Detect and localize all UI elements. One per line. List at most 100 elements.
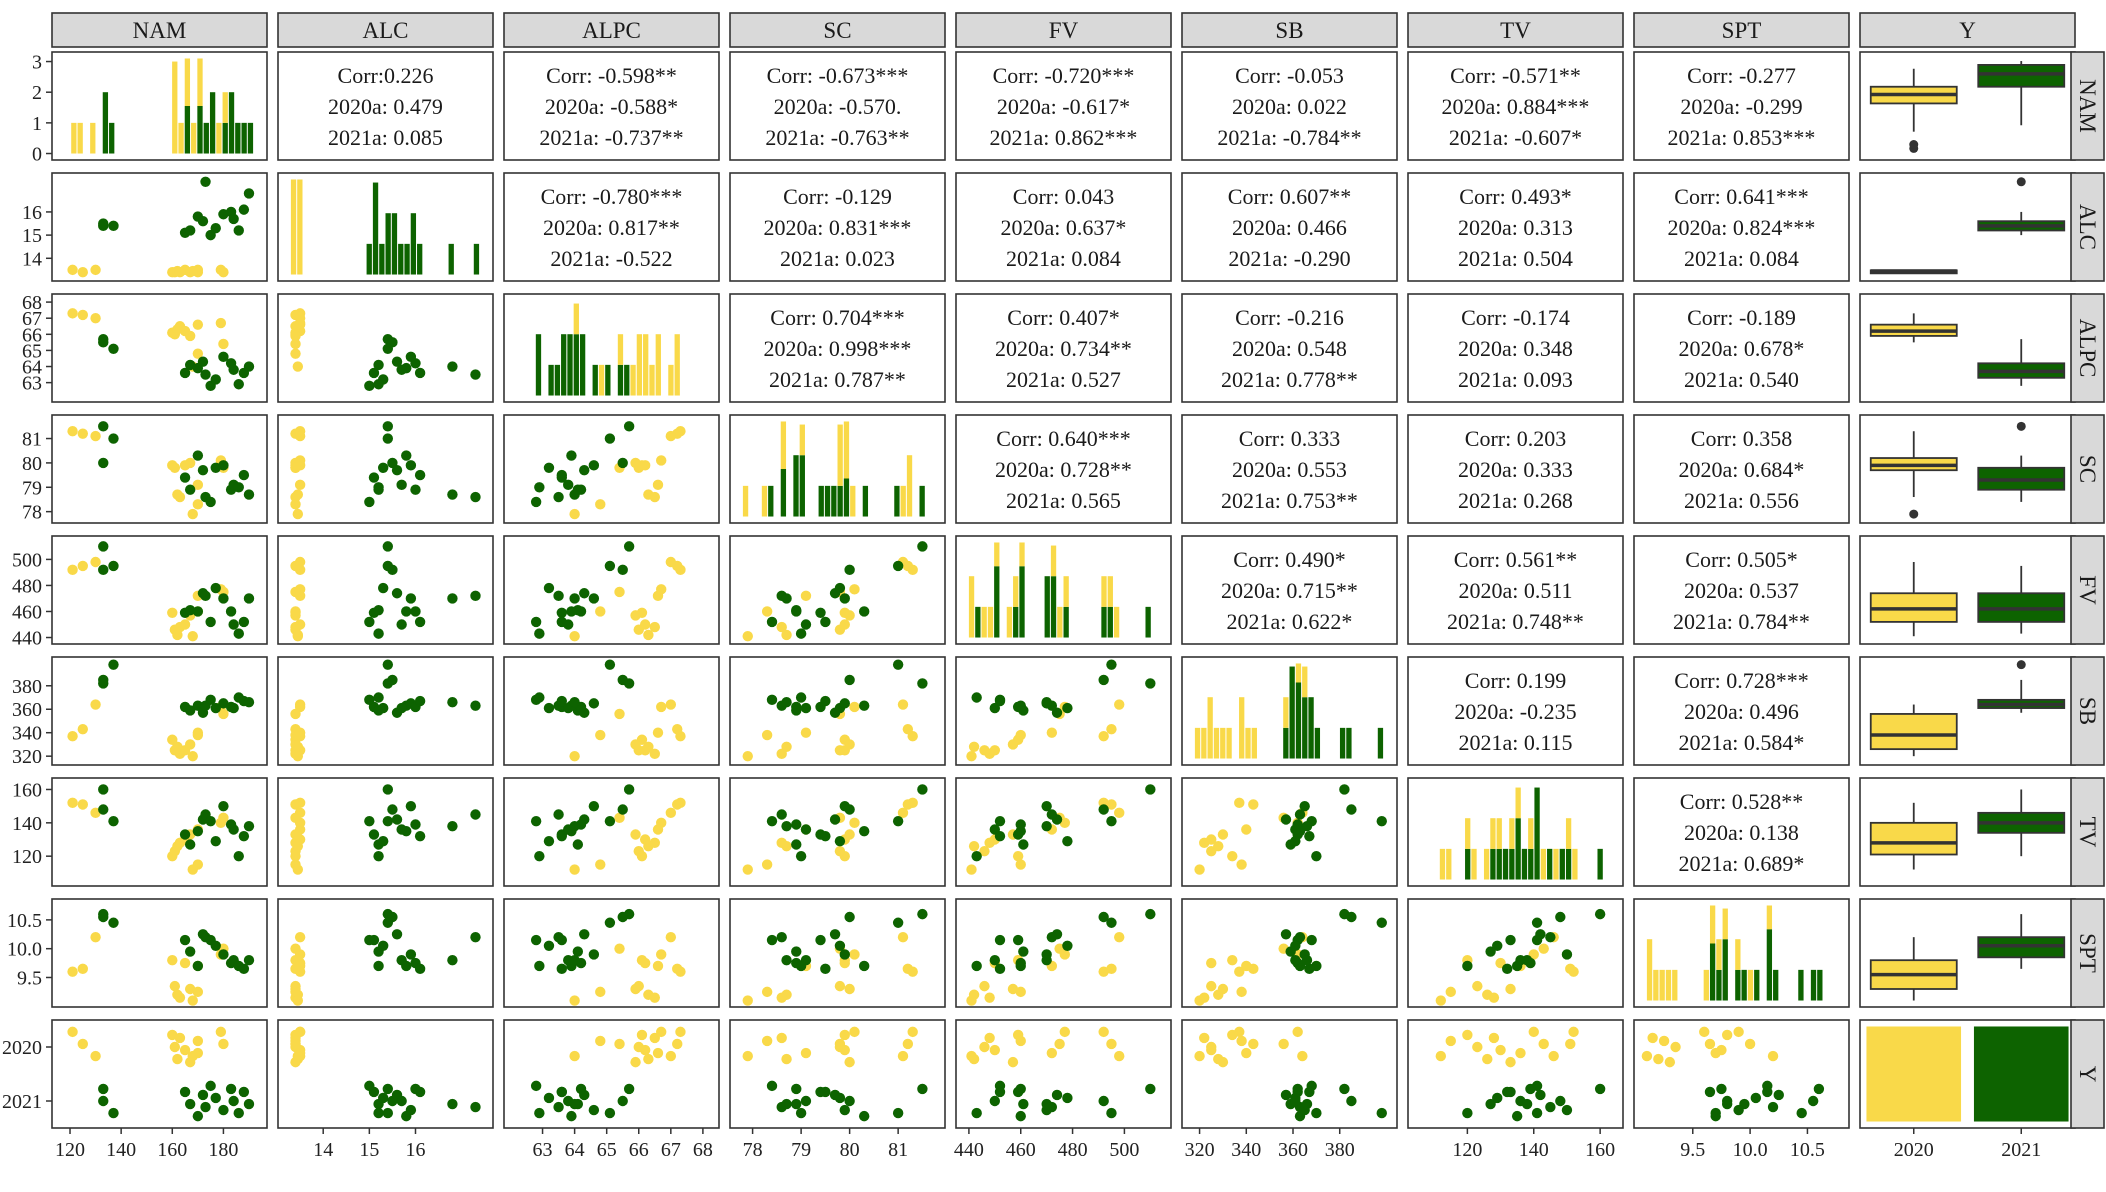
- scatter-point-TV-vs-FV: [1098, 804, 1109, 815]
- scatter-point-SC-vs-NAM: [233, 482, 244, 493]
- scatter-point-TV-vs-SB: [1227, 850, 1238, 862]
- scatter-point-FV-vs-SC: [761, 606, 773, 617]
- scatter-point-FV-vs-NAM: [228, 619, 239, 630]
- correlation-text-NAM-FV-2: 2021a: 0.862***: [990, 125, 1138, 150]
- scatter-point-Y-vs-FV: [1145, 1083, 1156, 1095]
- correlation-text-ALPC-SB-1: 2020a: 0.548: [1232, 336, 1347, 361]
- scatter-point-SB-vs-SC: [781, 697, 792, 708]
- scatter-point-SB-vs-SC: [766, 694, 778, 706]
- histogram-bar-SC-2021: [799, 455, 805, 517]
- scatter-point-TV-vs-NAM: [228, 824, 239, 835]
- scatter-point-Y-vs-NAM: [218, 1104, 229, 1116]
- scatter-point-FV-vs-NAM: [218, 593, 229, 604]
- scatter-point-FV-vs-ALC: [294, 619, 306, 630]
- scatter-point-SPT-vs-NAM: [77, 963, 88, 975]
- scatter-point-Y-vs-SC: [834, 1038, 846, 1050]
- scatter-point-Y-vs-SC: [849, 1026, 860, 1038]
- correlation-text-NAM-SPT-0: Corr: -0.277: [1687, 63, 1796, 88]
- scatter-point-ALPC-vs-ALC: [292, 361, 304, 372]
- scatter-point-Y-vs-ALC: [405, 1104, 417, 1116]
- correlation-text-SB-SPT-0: Corr: 0.728***: [1674, 668, 1808, 693]
- histogram-bar-TV-2021: [1465, 848, 1471, 880]
- histogram-bar-ALPC-2021: [535, 334, 542, 396]
- scatter-point-Y-vs-TV: [1482, 1053, 1493, 1065]
- scatter-point-SPT-vs-SB: [1346, 911, 1357, 923]
- y-tick-label-ALPC: 65: [22, 340, 42, 362]
- scatter-point-SPT-vs-NAM: [67, 966, 78, 977]
- histogram-bar-NAM-2021: [197, 106, 203, 154]
- correlation-text-ALC-TV-1: 2020a: 0.313: [1458, 215, 1573, 240]
- scatter-point-TV-vs-SB: [1339, 784, 1350, 795]
- boxplot-layer: [1869, 61, 2066, 1001]
- histogram-bar-SB-2020: [1220, 727, 1226, 759]
- histogram-bar-TV-2021: [1496, 848, 1502, 880]
- scatter-point-SPT-vs-FV: [989, 955, 1001, 966]
- histogram-bar-SB-2021: [1308, 697, 1314, 759]
- scatter-point-TV-vs-SC: [834, 845, 846, 857]
- histogram-bar-SPT-2020: [1735, 939, 1741, 970]
- scatter-point-FV-vs-ALC: [410, 606, 421, 617]
- scatter-point-SPT-vs-SB: [1241, 960, 1252, 972]
- x-tick-label-ALPC: 68: [693, 1139, 713, 1161]
- scatter-point-SB-vs-ALC: [382, 659, 394, 670]
- histogram-bar-NAM-2020: [90, 122, 96, 154]
- scatter-point-FV-vs-SC: [917, 541, 928, 552]
- scatter-point-TV-vs-NAM: [218, 800, 229, 812]
- histogram-bar-SPT-2020: [1722, 908, 1728, 940]
- scatter-point-SPT-vs-NAM: [243, 955, 255, 966]
- scatter-point-TV-vs-ALPC: [604, 815, 616, 827]
- histogram-bar-TV-2020: [1446, 848, 1452, 880]
- scatter-point-Y-vs-FV: [1041, 1098, 1052, 1110]
- scatter-point-FV-vs-NAM: [233, 628, 244, 639]
- scatter-point-Y-vs-SB: [1301, 1098, 1313, 1110]
- scatter-point-SC-vs-ALPC: [656, 455, 667, 466]
- scatter-point-ALC-vs-NAM: [187, 265, 198, 277]
- scatter-point-Y-vs-TV: [1472, 1041, 1483, 1053]
- scatter-point-SPT-vs-FV: [994, 963, 1006, 975]
- scatter-point-Y-vs-ALPC: [630, 1056, 641, 1068]
- histogram-bar-SPT-2021: [1716, 969, 1722, 1001]
- scatter-point-FV-vs-SC: [776, 621, 787, 633]
- scatter-point-TV-vs-FV: [1015, 819, 1026, 830]
- scatter-point-SB-vs-NAM: [67, 731, 78, 742]
- scatter-point-TV-vs-NAM: [184, 839, 196, 850]
- scatter-point-TV-vs-NAM: [243, 820, 255, 832]
- y-tick-label-NAM: 0: [32, 144, 42, 166]
- scatter-point-Y-vs-TV: [1485, 1098, 1496, 1110]
- y-tick-label-ALC: 14: [22, 248, 42, 270]
- scatter-point-TV-vs-ALPC: [617, 804, 628, 815]
- correlation-text-NAM-SB-1: 2020a: 0.022: [1232, 94, 1347, 119]
- scatter-point-TV-vs-ALPC: [569, 864, 580, 875]
- scatter-point-FV-vs-SC: [839, 619, 850, 630]
- scatter-point-SPT-vs-ALPC: [604, 917, 616, 928]
- histogram-bar-ALPC-2021: [554, 364, 561, 396]
- scatter-point-Y-vs-NAM: [179, 1044, 191, 1056]
- histogram-bar-NAM-2020: [222, 92, 228, 123]
- scatter-point-TV-vs-FV: [994, 815, 1006, 827]
- scatter-point-FV-vs-SC: [791, 606, 802, 617]
- boxplot-outlier-SB-2021: [2016, 660, 2026, 670]
- scatter-point-FV-vs-SC: [781, 593, 792, 604]
- scatter-point-SB-vs-SC: [795, 692, 807, 703]
- scatter-point-Y-vs-ALPC: [665, 1050, 677, 1062]
- histogram-bar-ALPC-2020: [643, 334, 649, 396]
- scatter-point-SPT-vs-ALPC: [556, 963, 567, 975]
- scatter-point-Y-vs-SC: [766, 1080, 778, 1092]
- scatter-point-SB-vs-FV: [1062, 702, 1073, 714]
- row-label-FV: FV: [2075, 575, 2100, 605]
- scatter-point-SC-vs-ALC: [290, 499, 301, 510]
- scatter-point-SB-vs-ALPC: [630, 739, 641, 750]
- histogram-bar-TV-2020: [1572, 848, 1578, 880]
- scatter-point-Y-vs-SC: [776, 1032, 787, 1044]
- scatter-point-Y-vs-FV: [1015, 1110, 1026, 1122]
- scatter-point-TV-vs-SC: [776, 809, 787, 820]
- scatter-point-Y-vs-NAM: [108, 1107, 119, 1119]
- x-tick-label-SPT: 10.5: [1790, 1139, 1825, 1161]
- scatter-point-SC-vs-ALPC: [588, 460, 600, 471]
- scatter-point-SC-vs-ALPC: [579, 465, 590, 476]
- scatter-point-TV-vs-ALPC: [588, 800, 600, 812]
- scatter-point-SC-vs-NAM: [243, 489, 255, 500]
- scatter-point-SB-vs-ALPC: [639, 745, 651, 756]
- histogram-bar-SC-2020: [906, 455, 913, 517]
